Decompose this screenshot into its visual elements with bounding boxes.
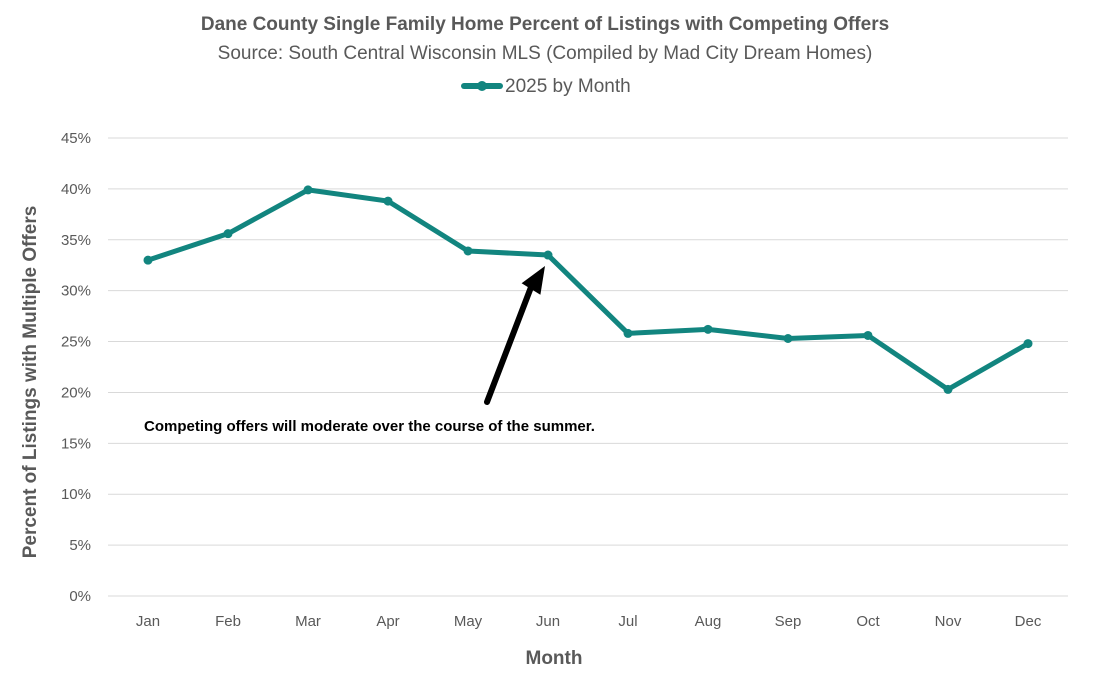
- legend-marker-swatch: [477, 81, 487, 91]
- chart-title: Dane County Single Family Home Percent o…: [201, 14, 889, 35]
- data-point-mar: [303, 185, 313, 195]
- x-tick-label: Jan: [136, 613, 160, 630]
- y-tick-label: 25%: [61, 334, 91, 351]
- x-tick-label: May: [454, 613, 483, 630]
- y-tick-label: 5%: [69, 537, 91, 554]
- x-tick-label: Jun: [536, 613, 560, 630]
- data-point-sep: [783, 334, 793, 344]
- data-point-apr: [383, 196, 393, 206]
- annotation-text: Competing offers will moderate over the …: [144, 418, 595, 435]
- y-tick-label: 40%: [61, 181, 91, 198]
- y-tick-label: 15%: [61, 435, 91, 452]
- y-tick-label: 10%: [61, 486, 91, 503]
- y-axis-ticks: 0% 5% 10% 15% 20% 25% 30% 35% 40% 45%: [61, 130, 91, 605]
- y-axis-title: Percent of Listings with Multiple Offers: [20, 206, 41, 559]
- y-tick-label: 0%: [69, 588, 91, 605]
- y-tick-label: 30%: [61, 283, 91, 300]
- series-layer: [143, 185, 1033, 394]
- annotation-arrow: [484, 279, 536, 405]
- gridlines: [108, 137, 1068, 597]
- annotation-arrowhead: [521, 266, 545, 295]
- x-tick-label: Aug: [695, 613, 722, 630]
- data-point-nov: [943, 384, 953, 394]
- data-point-oct: [863, 330, 873, 340]
- data-point-feb: [223, 229, 233, 239]
- chart-subtitle: Source: South Central Wisconsin MLS (Com…: [218, 43, 873, 64]
- x-axis-ticks: Jan Feb Mar Apr May Jun Jul Aug Sep Oct Nov Dec: [136, 613, 1042, 630]
- y-tick-label: 45%: [61, 130, 91, 147]
- legend: 2025 by Month: [461, 76, 631, 97]
- x-tick-label: Feb: [215, 613, 241, 630]
- data-point-aug: [703, 324, 713, 334]
- x-tick-label: Mar: [295, 613, 321, 630]
- x-tick-label: Oct: [856, 613, 880, 630]
- data-point-jun: [543, 250, 553, 260]
- x-tick-label: Jul: [618, 613, 637, 630]
- data-point-jul: [623, 328, 633, 338]
- x-tick-label: Apr: [376, 613, 399, 630]
- annotation: Competing offers will moderate over the …: [144, 266, 595, 435]
- data-point-may: [463, 246, 473, 256]
- data-point-dec: [1023, 339, 1033, 349]
- y-tick-label: 35%: [61, 232, 91, 249]
- data-point-jan: [143, 255, 153, 265]
- x-tick-label: Sep: [775, 613, 802, 630]
- legend-label: 2025 by Month: [505, 76, 631, 97]
- series-line: [145, 187, 1031, 392]
- x-axis-title: Month: [526, 648, 583, 669]
- x-tick-label: Dec: [1015, 613, 1042, 630]
- x-tick-label: Nov: [935, 613, 962, 630]
- y-tick-label: 20%: [61, 384, 91, 401]
